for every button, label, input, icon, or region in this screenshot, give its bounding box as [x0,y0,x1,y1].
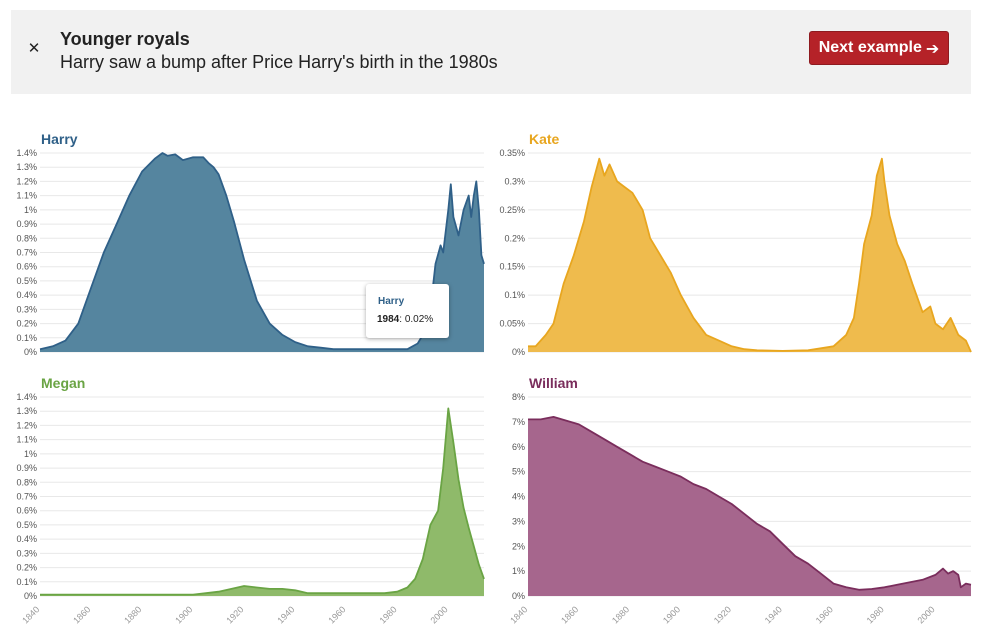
x-tick-label: 1840 [20,604,41,625]
y-tick-label: 0% [24,591,37,601]
y-tick-label: 0.2% [16,563,37,573]
x-tick-label: 1880 [122,604,143,625]
next-example-button[interactable]: Next example ➔ [809,31,949,65]
y-tick-label: 0.6% [16,262,37,272]
tooltip-year: 1984 [377,314,400,325]
y-tick-label: 0.2% [16,319,37,329]
y-tick-label: 0% [512,347,525,357]
y-tick-label: 7% [512,417,525,427]
y-tick-label: 0.5% [16,276,37,286]
example-title: Younger royals [60,29,190,49]
y-tick-label: 1.3% [16,162,37,172]
y-tick-label: 0% [512,591,525,601]
y-tick-label: 3% [512,516,525,526]
y-tick-label: 1% [24,449,37,459]
y-tick-label: 2% [512,541,525,551]
hover-tooltip: Harry 1984: 0.02% [366,284,449,338]
y-tick-label: 0.3% [16,548,37,558]
y-tick-label: 0.9% [16,219,37,229]
x-tick-label: 1920 [224,604,245,625]
chart-panel-kate: Kate 0% 0.05% 0.1% 0.15% 0.2% 0.25% 0.3% 0.35% [499,131,972,357]
series-line [528,157,972,353]
y-tick-label: 0.1% [16,333,37,343]
y-tick-label: 6% [512,442,525,452]
y-tick-label: 0.4% [16,290,37,300]
x-tick-label: 1920 [712,604,733,625]
tooltip-name: Harry [378,296,405,307]
x-tick-label: 1860 [71,604,92,625]
y-tick-label: 1.1% [16,435,37,445]
x-tick-label: 1860 [559,604,580,625]
y-tick-label: 0.15% [499,262,525,272]
y-tick-label: 0.05% [499,319,525,329]
y-tick-label: 5% [512,467,525,477]
y-tick-label: 1.1% [16,191,37,201]
chart-title: Kate [529,131,560,147]
y-tick-label: 0.7% [16,248,37,258]
y-tick-label: 0.3% [504,176,525,186]
y-tick-label: 0.7% [16,492,37,502]
x-tick-label: 1840 [508,604,529,625]
y-tick-label: 0.8% [16,233,37,243]
series-area [40,153,484,352]
y-tick-label: 0.5% [16,520,37,530]
y-tick-label: 1.3% [16,406,37,416]
y-tick-label: 1% [512,566,525,576]
y-tick-label: 0.4% [16,534,37,544]
y-tick-label: 0.8% [16,477,37,487]
x-tick-label: 2000 [916,604,937,625]
chart-title: William [529,375,578,391]
x-tick-label: 1940 [763,604,784,625]
y-tick-label: 1.2% [16,176,37,186]
x-tick-label: 1980 [865,604,886,625]
y-tick-label: 0.1% [504,290,525,300]
close-icon[interactable]: ✕ [27,39,41,57]
y-tick-label: 0.35% [499,148,525,158]
series-area [528,416,971,596]
x-tick-label: 1960 [326,604,347,625]
series-line [39,152,485,351]
y-tick-label: 0.1% [16,577,37,587]
y-tick-label: 4% [512,492,525,502]
next-example-label: Next example [818,39,922,56]
y-tick-label: 0.3% [16,304,37,314]
arrow-right-icon: ➔ [925,38,940,58]
y-tick-label: 0% [24,347,37,357]
y-tick-label: 1.4% [16,148,37,158]
y-tick-label: 1.2% [16,420,37,430]
x-tick-label: 1960 [814,604,835,625]
chart-panel-harry: Harry 0% 0.1% 0.2% 0.3% 0.4% 0.5% 0.6% 0.7% 0.8% 0… [16,131,485,357]
series-line [40,407,485,596]
example-subtitle: Harry saw a bump after Price Harry's bir… [60,52,498,72]
y-tick-label: 0.9% [16,463,37,473]
x-tick-label: 2000 [428,604,449,625]
chart-panel-megan: Megan 0% 0.1% 0.2% 0.3% 0.4% 0.5% 0.6% 0.7% 0.8% 0… [16,375,485,626]
x-tick-label: 1900 [661,604,682,625]
x-tick-label: 1880 [610,604,631,625]
series-area [528,158,971,352]
tooltip-line: 1984: 0.02% [377,314,434,325]
y-tick-label: 0.2% [504,233,525,243]
x-tick-label: 1980 [377,604,398,625]
y-tick-label: 1% [24,205,37,215]
tooltip-value: 0.02% [404,314,434,325]
series-area [40,408,484,596]
chart-title: Megan [41,375,85,391]
chart-title: Harry [41,131,78,147]
y-tick-label: 1.4% [16,392,37,402]
x-tick-label: 1900 [173,604,194,625]
example-banner: ✕ Younger royals Harry saw a bump after … [11,10,971,94]
series-line [528,416,972,591]
y-tick-label: 0.6% [16,506,37,516]
x-tick-label: 1940 [275,604,296,625]
y-tick-label: 0.25% [499,205,525,215]
y-tick-label: 8% [512,392,525,402]
chart-panel-william: William 0% 1% 2% 3% 4% 5% 6% 7% 8% 1840 1860 1880 190… [508,375,972,626]
